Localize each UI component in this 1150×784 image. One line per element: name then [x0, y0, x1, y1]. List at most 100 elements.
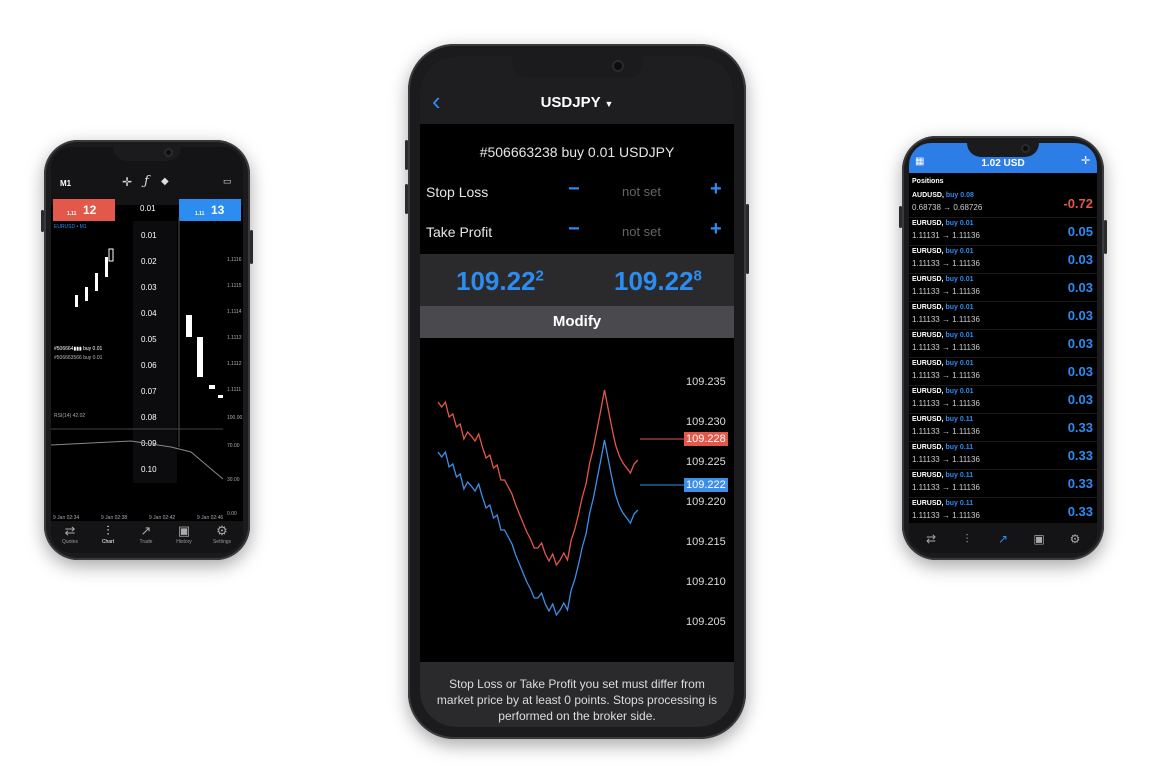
position-symbol: EURUSD, — [912, 500, 944, 507]
symbol-selector[interactable]: USDJPY ▼ — [420, 94, 734, 111]
position-profit: 0.33 — [1067, 420, 1093, 435]
buy-box[interactable]: 1.11 13 — [179, 199, 241, 221]
volume-option[interactable]: 0.10 — [141, 465, 157, 474]
ask-price-tag: 109.228 — [684, 432, 728, 446]
chart-symbol-label: EURUSD • M1 — [54, 224, 87, 230]
ask-line — [437, 389, 639, 567]
position-row[interactable]: EURUSD, buy 0.11 1.11133 → 1.11136 0.33 — [909, 413, 1097, 442]
position-prices: 1.11133 → 1.11136 — [912, 483, 980, 492]
take-profit-plus-button[interactable]: + — [710, 218, 722, 240]
notch — [113, 147, 181, 161]
position-row[interactable]: EURUSD, buy 0.11 1.11133 → 1.11136 0.33 — [909, 469, 1097, 498]
position-row[interactable]: EURUSD, buy 0.01 1.11133 → 1.11136 0.03 — [909, 245, 1097, 274]
position-row[interactable]: EURUSD, buy 0.01 1.11133 → 1.11136 0.03 — [909, 329, 1097, 358]
back-button[interactable]: ‹ — [432, 86, 441, 116]
position-row[interactable]: EURUSD, buy 0.11 1.11133 → 1.11136 0.33 — [909, 497, 1097, 526]
new-order-icon[interactable]: ✛ — [1081, 155, 1091, 167]
objects-icon[interactable]: ◆ — [161, 176, 169, 187]
camera — [166, 150, 171, 155]
tab-history[interactable]: ▣ History — [165, 523, 203, 553]
position-prices: 1.11133 → 1.11136 — [912, 455, 980, 464]
axis-tick: 109.210 — [686, 576, 726, 588]
order-line-1: #506664▮▮▮ buy 0.01 — [54, 346, 103, 352]
modify-button[interactable]: Modify — [420, 306, 734, 338]
volume-option[interactable]: 0.05 — [141, 335, 157, 344]
bid-prefix: 1.11 — [67, 211, 77, 217]
tab-label: History — [176, 539, 192, 545]
middle-screen: ‹ USDJPY ▼ #506663238 buy 0.01 USDJPY St… — [420, 56, 734, 727]
stop-loss-minus-button[interactable]: − — [568, 178, 580, 200]
position-row[interactable]: EURUSD, buy 0.01 1.11133 → 1.11136 0.03 — [909, 357, 1097, 386]
quote-panel — [420, 254, 734, 306]
calendar-icon[interactable]: ▦ — [915, 156, 925, 167]
position-action: buy 0.01 — [945, 276, 974, 283]
tab-history[interactable]: ▣ — [1021, 525, 1057, 553]
tab-quotes[interactable]: ⇄ Quotes — [51, 523, 89, 553]
tab-chart[interactable]: ⫶ Chart — [89, 523, 127, 553]
rsi-tick: 100.00 — [227, 415, 243, 421]
notch — [512, 56, 642, 78]
position-profit: 0.03 — [1067, 252, 1093, 267]
trade-icon[interactable]: ▭ — [223, 176, 232, 186]
history-icon: ▣ — [177, 523, 191, 538]
position-action: buy 0.01 — [945, 304, 974, 311]
order-title: #506663238 buy 0.01 USDJPY — [479, 144, 675, 160]
balance-label: 1.02 USD — [981, 158, 1025, 169]
position-row[interactable]: EURUSD, buy 0.01 1.11131 → 1.11136 0.05 — [909, 217, 1097, 246]
volume-picker[interactable] — [133, 221, 177, 483]
tab-label: Trade — [139, 539, 153, 545]
position-row[interactable]: EURUSD, buy 0.01 1.11133 → 1.11136 0.03 — [909, 273, 1097, 302]
take-profit-label: Take Profit — [426, 224, 493, 240]
position-row[interactable]: AUDUSD, buy 0.08 0.68738 → 0.68726 -0.72 — [909, 189, 1097, 218]
tab-trade[interactable]: ↗ — [985, 525, 1021, 553]
timeframe-label[interactable]: M1 — [60, 179, 72, 188]
rsi-line — [51, 440, 224, 480]
price-tick: 1.1111 — [227, 387, 242, 393]
position-prices: 1.11133 → 1.11136 — [912, 287, 980, 296]
position-profit: 0.03 — [1067, 280, 1093, 295]
take-profit-row: Take Profit − not set + — [420, 214, 734, 252]
trade-tab-icon: ↗ — [140, 523, 152, 538]
tab-settings[interactable]: ⚙ — [1057, 525, 1093, 553]
indicators-icon[interactable]: ƒ — [144, 174, 149, 189]
position-title: EURUSD, buy 0.11 — [912, 416, 973, 423]
candle — [209, 385, 215, 389]
stop-loss-value[interactable]: not set — [622, 184, 662, 199]
position-row[interactable]: EURUSD, buy 0.01 1.11133 → 1.11136 0.03 — [909, 301, 1097, 330]
price-tick: 1.1113 — [227, 335, 242, 341]
power-button — [250, 230, 253, 264]
time-tick: 9 Jan 02:38 — [101, 515, 128, 521]
volume-option[interactable]: 0.02 — [141, 257, 157, 266]
crosshair-icon[interactable]: ✛ — [122, 175, 133, 189]
tab-trade[interactable]: ↗ Trade — [127, 523, 165, 553]
position-row[interactable]: EURUSD, buy 0.01 1.11133 → 1.11136 0.03 — [909, 385, 1097, 414]
tab-chart[interactable]: ⫶ — [949, 525, 985, 553]
position-profit: 0.33 — [1067, 504, 1093, 519]
axis-tick: 109.235 — [686, 376, 726, 388]
volume-option[interactable]: 0.04 — [141, 309, 157, 318]
middle-phone: ‹ USDJPY ▼ #506663238 buy 0.01 USDJPY St… — [405, 44, 749, 739]
position-title: EURUSD, buy 0.11 — [912, 472, 973, 479]
stop-loss-plus-button[interactable]: + — [710, 178, 722, 200]
position-title: AUDUSD, buy 0.08 — [912, 192, 974, 199]
position-row[interactable]: EURUSD, buy 0.11 1.11133 → 1.11136 0.33 — [909, 441, 1097, 470]
position-title: EURUSD, buy 0.01 — [912, 248, 973, 255]
volume-option[interactable]: 0.07 — [141, 387, 157, 396]
sell-box[interactable]: 1.11 12 — [53, 199, 115, 221]
volume-option[interactable]: 0.06 — [141, 361, 157, 370]
tab-settings[interactable]: ⚙ Settings — [203, 523, 241, 553]
volume-selected[interactable]: 0.01 — [140, 204, 156, 213]
position-profit: 0.03 — [1067, 308, 1093, 323]
volume-option[interactable]: 0.01 — [141, 231, 157, 240]
take-profit-value[interactable]: not set — [622, 224, 662, 239]
position-profit: 0.33 — [1067, 448, 1093, 463]
position-action: buy 0.01 — [945, 388, 974, 395]
take-profit-minus-button[interactable]: − — [568, 218, 580, 240]
volume-option[interactable]: 0.08 — [141, 413, 157, 422]
tab-quotes[interactable]: ⇄ — [913, 525, 949, 553]
volume-option[interactable]: 0.03 — [141, 283, 157, 292]
trade-tab-icon: ↗ — [997, 532, 1009, 546]
tab-label: Chart — [101, 539, 115, 545]
chart-icon: ⫶ — [965, 532, 969, 546]
bid-quote: 109.222 — [456, 266, 544, 297]
